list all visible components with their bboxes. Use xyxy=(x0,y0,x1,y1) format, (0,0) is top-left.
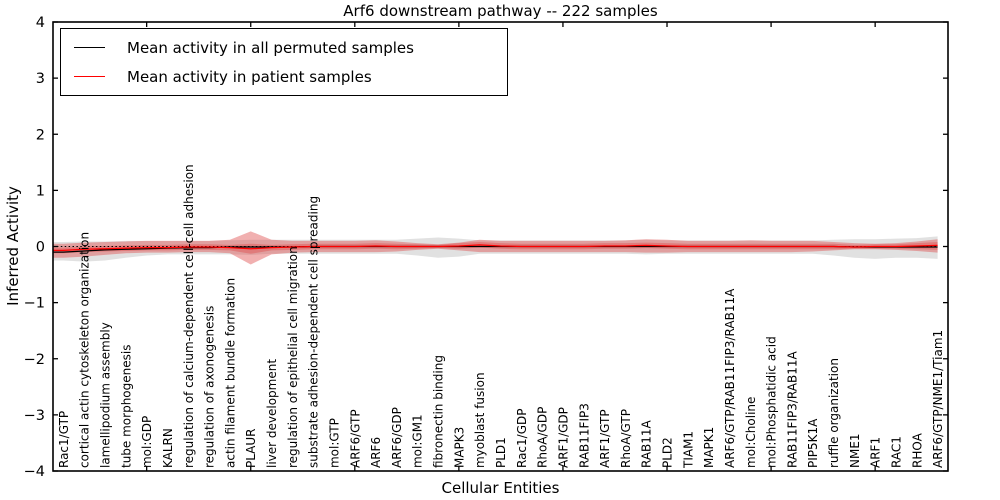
x-tick-label: myoblast fusion xyxy=(473,372,487,468)
x-tick-label: ARF6/GDP xyxy=(390,407,404,468)
x-tick-label: mol:Phosphatidic acid xyxy=(765,336,779,468)
x-tick-label: NME1 xyxy=(848,433,862,468)
y-tick-label: −4 xyxy=(24,464,45,480)
x-tick-label: actin filament bundle formation xyxy=(223,278,237,468)
x-tick-label: ruffle organization xyxy=(827,358,841,468)
x-tick-label: lamellipodium assembly xyxy=(99,322,113,468)
x-axis-title: Cellular Entities xyxy=(441,479,560,497)
x-tick-label: fibronectin binding xyxy=(432,355,446,468)
x-tick-label: substrate adhesion-dependent cell spread… xyxy=(307,196,321,468)
band-permuted-samples-range xyxy=(53,236,938,262)
x-tick-label: ARF6/GTP xyxy=(348,409,362,468)
x-tick-label: ARF1/GTP xyxy=(598,409,612,468)
x-tick-label: Rac1/GTP xyxy=(57,411,71,468)
y-tick-label: −1 xyxy=(24,296,45,312)
y-tick-label: 3 xyxy=(36,71,45,87)
legend-line-sample-permuted xyxy=(74,47,105,48)
x-tick-label: ARF1 xyxy=(869,437,883,468)
x-tick-label: ARF6 xyxy=(369,437,383,468)
x-tick-label: ARF6/GTP/NME1/Tiam1 xyxy=(931,330,945,468)
patient-mean-line xyxy=(53,244,938,252)
x-tick-label: KALRN xyxy=(161,428,175,468)
x-tick-label: liver development xyxy=(265,359,279,468)
x-tick-label: TIAM1 xyxy=(681,431,695,469)
x-tick-label: PLD2 xyxy=(661,437,675,468)
legend-line-sample-patient xyxy=(74,76,105,77)
x-tick-label: regulation of calcium-dependent cell-cel… xyxy=(182,164,196,468)
y-tick-label: 0 xyxy=(36,240,45,256)
y-tick-label: 1 xyxy=(36,183,45,199)
x-tick-label: RhoA/GTP xyxy=(619,409,633,468)
x-tick-label: mol:Choline xyxy=(744,397,758,468)
y-axis-title: Inferred Activity xyxy=(4,186,22,306)
x-tick-label: RHOA xyxy=(910,432,924,468)
x-tick-label: PLAUR xyxy=(244,428,258,468)
band-patient-samples-range-outer xyxy=(53,231,938,265)
band-patient-samples-range-inner xyxy=(53,242,938,254)
x-tick-label: ARF1/GDP xyxy=(556,407,570,468)
y-tick-label: 2 xyxy=(36,127,45,143)
legend-label: Mean activity in all permuted samples xyxy=(127,38,414,57)
x-tick-label: RAB11FIP3/RAB11A xyxy=(785,351,799,468)
x-tick-label: ARF6/GTP/RAB11FIP3/RAB11A xyxy=(723,288,737,468)
x-tick-label: regulation of axonogenesis xyxy=(203,306,217,468)
legend-entry-patient: Mean activity in patient samples xyxy=(61,68,507,86)
legend-entry-permuted: Mean activity in all permuted samples xyxy=(61,39,507,57)
chart-title: Arf6 downstream pathway -- 222 samples xyxy=(343,2,658,20)
x-tick-label: RAB11A xyxy=(640,419,654,468)
x-tick-label: cortical actin cytoskeleton organization xyxy=(78,232,92,468)
x-tick-label: PIP5K1A xyxy=(806,418,820,468)
x-tick-label: regulation of epithelial cell migration xyxy=(286,246,300,468)
x-tick-label: RAB11FIP3 xyxy=(577,403,591,468)
legend-label: Mean activity in patient samples xyxy=(127,67,372,86)
y-tick-label: −2 xyxy=(24,352,45,368)
y-tick-label: 4 xyxy=(36,15,45,31)
legend: Mean activity in all permuted samples Me… xyxy=(60,28,508,96)
x-tick-label: RhoA/GDP xyxy=(536,407,550,468)
x-tick-label: tube morphogenesis xyxy=(119,345,133,468)
x-tick-label: mol:GTP xyxy=(327,418,341,468)
y-tick-label: −3 xyxy=(24,408,45,424)
x-tick-label: MAPK3 xyxy=(452,427,466,468)
x-tick-label: MAPK1 xyxy=(702,427,716,468)
x-tick-label: Rac1/GDP xyxy=(515,409,529,468)
x-tick-label: mol:GDP xyxy=(140,416,154,468)
x-tick-label: mol:GM1 xyxy=(411,414,425,468)
x-tick-label: PLD1 xyxy=(494,437,508,468)
x-tick-label: RAC1 xyxy=(889,436,903,468)
